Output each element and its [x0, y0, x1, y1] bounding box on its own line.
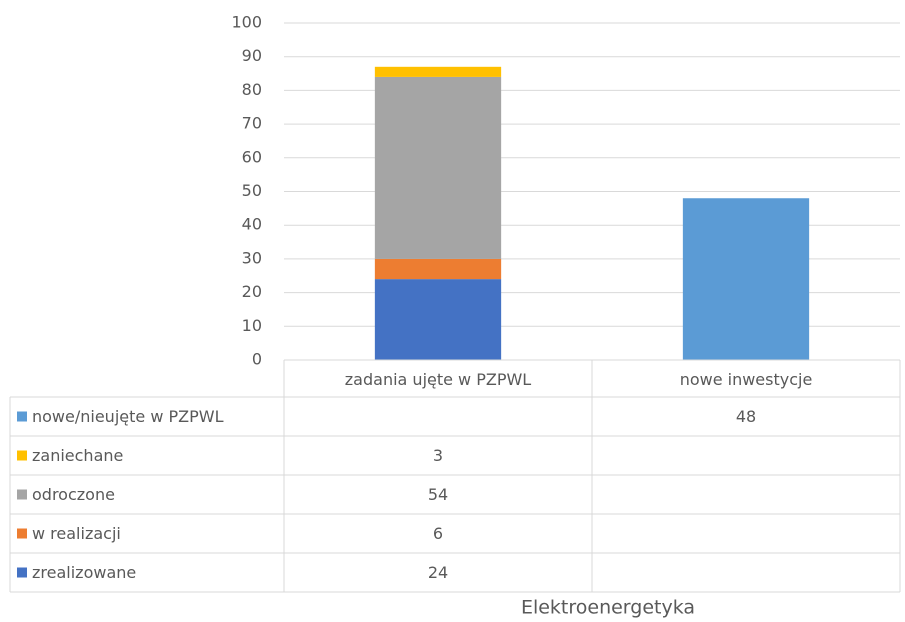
x-tick-label: zadania ujęte w PZPWL: [345, 370, 532, 389]
y-tick-label: 70: [242, 114, 262, 133]
table-value: 24: [428, 563, 448, 582]
y-tick-label: 30: [242, 248, 262, 267]
y-tick-label: 50: [242, 181, 262, 200]
y-tick-label: 20: [242, 282, 262, 301]
bar-segment: [374, 76, 502, 259]
legend-swatch: [17, 411, 27, 422]
y-tick-label: 40: [242, 215, 262, 234]
legend-label: zrealizowane: [32, 563, 136, 582]
table-value: 48: [736, 407, 756, 426]
y-tick-label: 100: [231, 13, 262, 32]
table-value: 6: [433, 524, 443, 543]
bar-segment: [682, 198, 810, 360]
bar-segment: [374, 258, 502, 280]
table-value: 3: [433, 446, 443, 465]
bar-segment: [374, 66, 502, 77]
legend-swatch: [17, 450, 27, 461]
y-tick-label: 60: [242, 147, 262, 166]
y-tick-label: 90: [242, 46, 262, 65]
legend-label: nowe/nieujęte w PZPWL: [32, 407, 224, 426]
y-tick-label: 10: [242, 316, 262, 335]
y-tick-label: 0: [252, 350, 262, 369]
legend-label: odroczone: [32, 485, 115, 504]
y-tick-label: 80: [242, 80, 262, 99]
legend-swatch: [17, 489, 27, 500]
bar-segment: [374, 279, 502, 360]
x-tick-label: nowe inwestycje: [680, 370, 813, 389]
table-value: 54: [428, 485, 448, 504]
x-axis-title: Elektroenergetyka: [521, 597, 695, 619]
legend-label: w realizacji: [32, 524, 121, 543]
legend-swatch: [17, 528, 27, 539]
legend-label: zaniechane: [32, 446, 123, 465]
legend-swatch: [17, 567, 27, 578]
